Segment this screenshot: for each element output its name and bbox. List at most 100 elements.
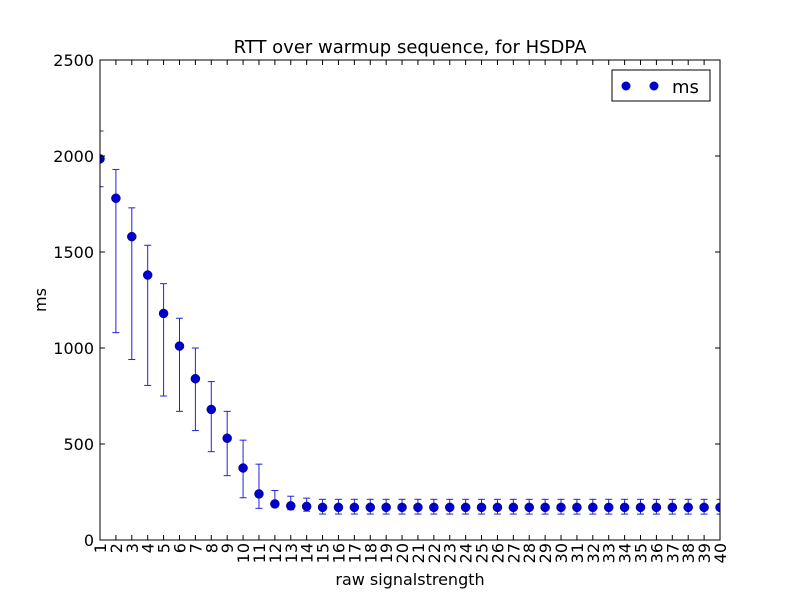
error-bar bbox=[144, 244, 152, 386]
error-bar bbox=[191, 347, 199, 432]
error-bar bbox=[255, 463, 263, 509]
x-tick-label: 6 bbox=[170, 543, 189, 553]
data-point-layer bbox=[100, 154, 720, 513]
x-tick-label: 2 bbox=[107, 543, 126, 553]
data-point bbox=[174, 341, 185, 351]
x-tick-label: 9 bbox=[218, 543, 237, 553]
x-tick-label: 10 bbox=[234, 543, 253, 563]
x-tick-label: 30 bbox=[552, 543, 571, 563]
data-point bbox=[206, 404, 217, 415]
chart-title: RTT over warmup sequence, for HSDPA bbox=[234, 37, 588, 58]
data-point bbox=[127, 231, 137, 242]
x-tick-label: 35 bbox=[632, 543, 651, 563]
x-tick-label: 34 bbox=[616, 543, 635, 563]
data-point bbox=[381, 502, 391, 513]
y-tick-label: 1500 bbox=[53, 243, 94, 262]
legend-label: ms bbox=[672, 77, 699, 98]
data-point bbox=[508, 502, 519, 513]
error-bar-layer bbox=[100, 130, 720, 515]
x-tick-label: 3 bbox=[123, 543, 142, 553]
data-point bbox=[301, 501, 312, 512]
data-point bbox=[270, 499, 280, 509]
data-point bbox=[540, 502, 550, 513]
y-tick-label: 2500 bbox=[53, 51, 94, 70]
x-tick-label: 31 bbox=[568, 543, 587, 563]
x-tick-label: 18 bbox=[361, 543, 380, 563]
y-tick-label: 0 bbox=[84, 531, 94, 550]
y-tick-label: 2000 bbox=[53, 147, 94, 166]
x-tick-label: 5 bbox=[155, 543, 174, 553]
x-tick-label: 19 bbox=[377, 543, 396, 563]
error-bar bbox=[175, 317, 183, 412]
error-bar bbox=[207, 381, 215, 453]
data-point bbox=[413, 502, 423, 513]
data-point bbox=[238, 463, 248, 473]
data-point bbox=[158, 308, 169, 319]
data-point bbox=[349, 502, 360, 513]
y-axis-label: ms bbox=[31, 288, 50, 312]
x-tick-label: 36 bbox=[647, 543, 666, 563]
x-tick-label: 28 bbox=[520, 543, 539, 563]
x-tick-label: 12 bbox=[266, 543, 285, 563]
x-tick-label: 40 bbox=[711, 543, 730, 563]
legend: ms bbox=[611, 69, 711, 102]
data-point bbox=[222, 433, 232, 443]
data-point bbox=[572, 502, 582, 513]
error-bar bbox=[128, 207, 136, 361]
y-axis-ticks: 0 500 1000 1500 2000 2500 bbox=[53, 51, 720, 550]
x-tick-label: 38 bbox=[679, 543, 698, 563]
data-point bbox=[333, 502, 344, 513]
x-tick-label: 23 bbox=[441, 543, 460, 563]
x-tick-label: 22 bbox=[425, 543, 444, 563]
data-point bbox=[111, 193, 121, 203]
x-tick-label: 39 bbox=[695, 543, 714, 563]
data-point bbox=[588, 502, 598, 513]
data-point bbox=[603, 502, 614, 513]
x-tick-label: 24 bbox=[457, 543, 476, 563]
x-tick-label: 26 bbox=[488, 543, 507, 563]
data-point bbox=[317, 502, 328, 513]
x-tick-label: 8 bbox=[202, 543, 221, 553]
data-point bbox=[651, 502, 662, 513]
data-point bbox=[254, 489, 264, 499]
x-tick-label: 25 bbox=[473, 543, 492, 563]
data-point bbox=[715, 502, 720, 513]
x-tick-label: 14 bbox=[298, 543, 317, 563]
x-tick-label: 1 bbox=[91, 543, 110, 553]
error-bar bbox=[223, 410, 231, 477]
x-tick-label: 21 bbox=[409, 543, 428, 563]
x-axis-ticks: 1234567891011121314151617181920212223242… bbox=[91, 60, 730, 563]
y-tick-label: 500 bbox=[63, 435, 94, 454]
x-tick-label: 27 bbox=[504, 543, 523, 563]
x-tick-label: 13 bbox=[282, 543, 301, 563]
data-point bbox=[667, 502, 678, 513]
data-point bbox=[619, 502, 630, 513]
data-point bbox=[286, 501, 296, 511]
y-tick-label: 1000 bbox=[53, 339, 94, 358]
data-point bbox=[190, 373, 201, 384]
data-point bbox=[635, 502, 646, 513]
error-bar bbox=[100, 130, 104, 188]
data-point bbox=[556, 502, 566, 513]
x-tick-label: 16 bbox=[329, 543, 348, 563]
legend-marker-2 bbox=[649, 81, 659, 91]
x-tick-label: 20 bbox=[393, 543, 412, 563]
plot-area-frame bbox=[99, 59, 721, 541]
x-tick-label: 17 bbox=[345, 543, 364, 563]
data-point bbox=[365, 502, 376, 513]
data-point bbox=[524, 502, 534, 513]
x-tick-label: 15 bbox=[314, 543, 333, 563]
legend-marker-1 bbox=[621, 81, 631, 91]
error-bar bbox=[160, 283, 168, 397]
data-point bbox=[100, 154, 105, 164]
data-point bbox=[683, 502, 693, 513]
data-point bbox=[444, 502, 455, 513]
error-bar bbox=[716, 498, 720, 515]
x-tick-label: 4 bbox=[139, 543, 158, 553]
x-axis-label: raw signalstrength bbox=[335, 570, 484, 589]
data-point bbox=[699, 502, 709, 513]
data-point bbox=[492, 502, 503, 513]
data-point bbox=[142, 270, 153, 280]
x-tick-label: 7 bbox=[186, 543, 205, 553]
